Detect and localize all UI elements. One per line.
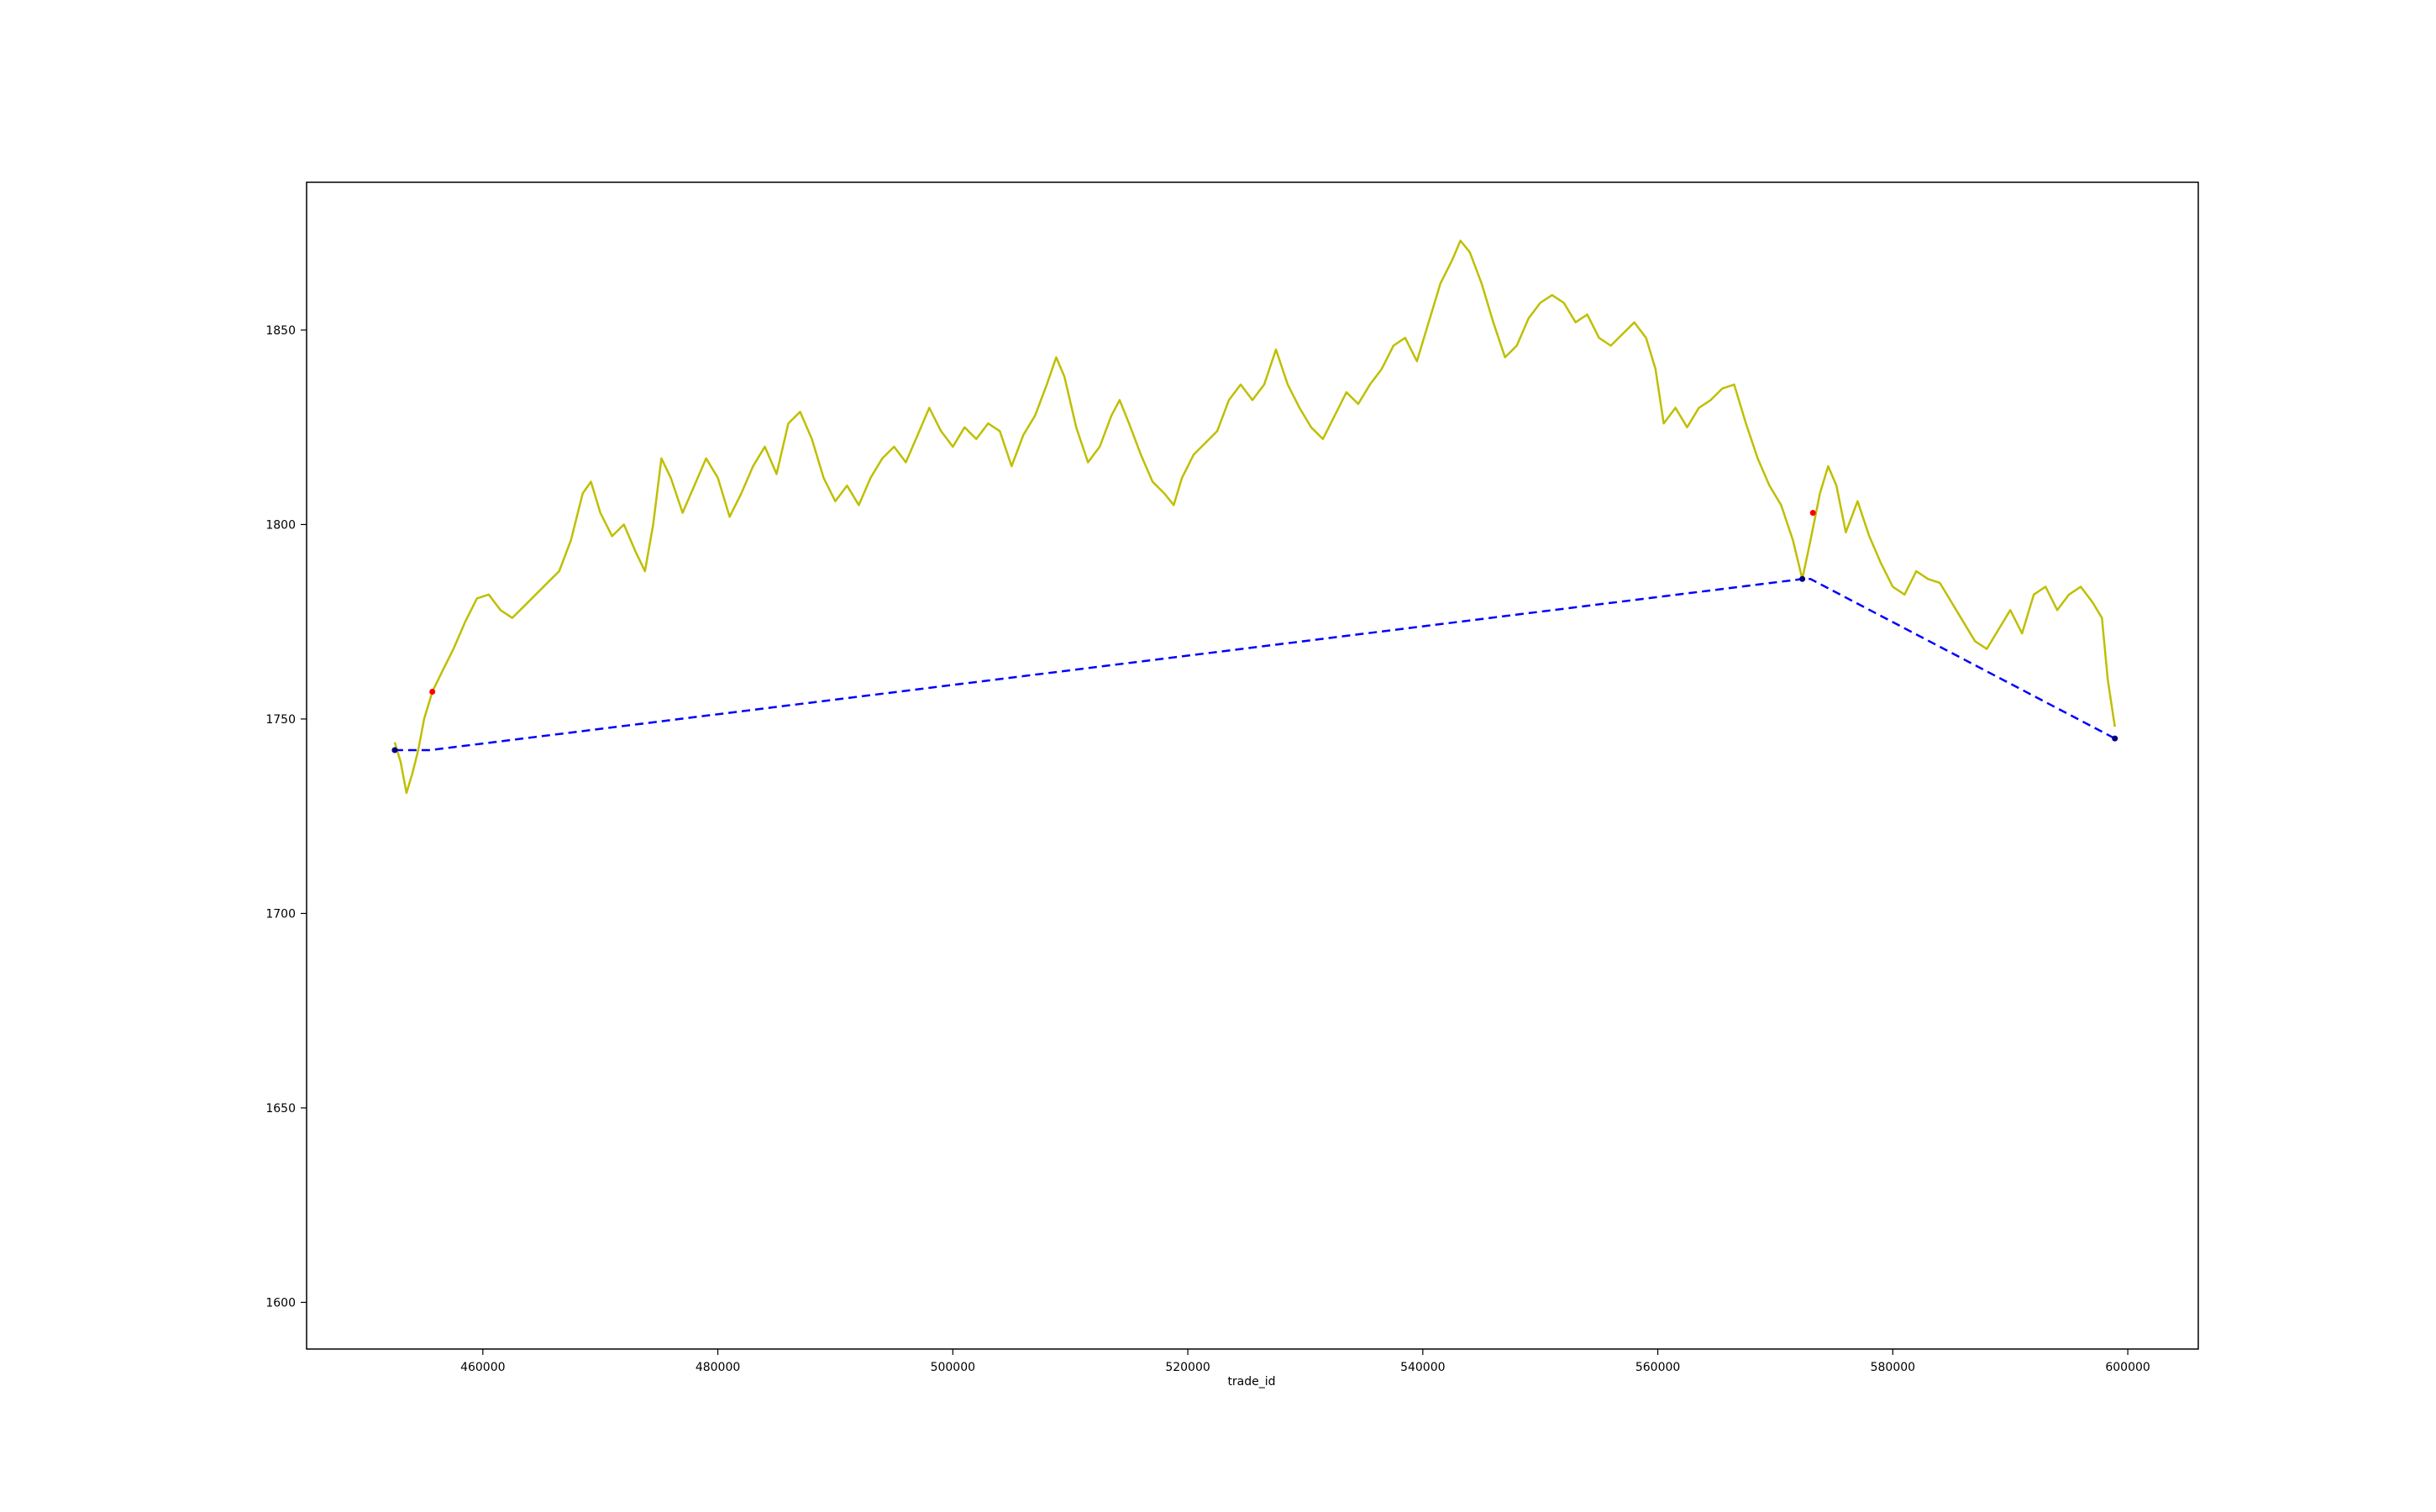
marker-layer [391,510,2118,753]
y-tick-label-0: 1600 [265,1296,296,1310]
y-tick-label-4: 1800 [265,518,296,532]
x-tick-label-4: 540000 [1400,1361,1445,1374]
y-tick-label-1: 1650 [265,1102,296,1116]
marker-point-2 [2112,735,2118,742]
x-tick-label-3: 520000 [1165,1361,1210,1374]
x-tick-label-2: 500000 [931,1361,975,1374]
series-line-0 [393,239,2116,795]
plot-area [306,181,2199,1350]
x-tick-label-7: 600000 [2105,1361,2150,1374]
series-line-1 [394,578,2116,752]
marker-point-4 [1809,510,1816,517]
x-tick-label-0: 460000 [460,1361,505,1374]
marker-point-0 [391,747,398,753]
x-axis-label: trade_id [1227,1375,1275,1389]
y-axis: 1600 1650 1700 1750 1800 1850 [265,324,307,1310]
y-tick-label-2: 1700 [265,907,296,921]
y-tick-label-5: 1850 [265,324,296,338]
x-axis: 460000 480000 500000 520000 540000 560000 5800… [460,1349,2150,1374]
x-tick-label-5: 560000 [1635,1361,1680,1374]
plot-frame [306,181,2199,1350]
x-tick-label-6: 580000 [1871,1361,1915,1374]
series-layer [393,239,2116,795]
marker-point-3 [429,689,436,696]
marker-point-1 [1799,575,1806,582]
y-tick-label-3: 1750 [265,713,296,727]
x-tick-label-1: 480000 [696,1361,740,1374]
